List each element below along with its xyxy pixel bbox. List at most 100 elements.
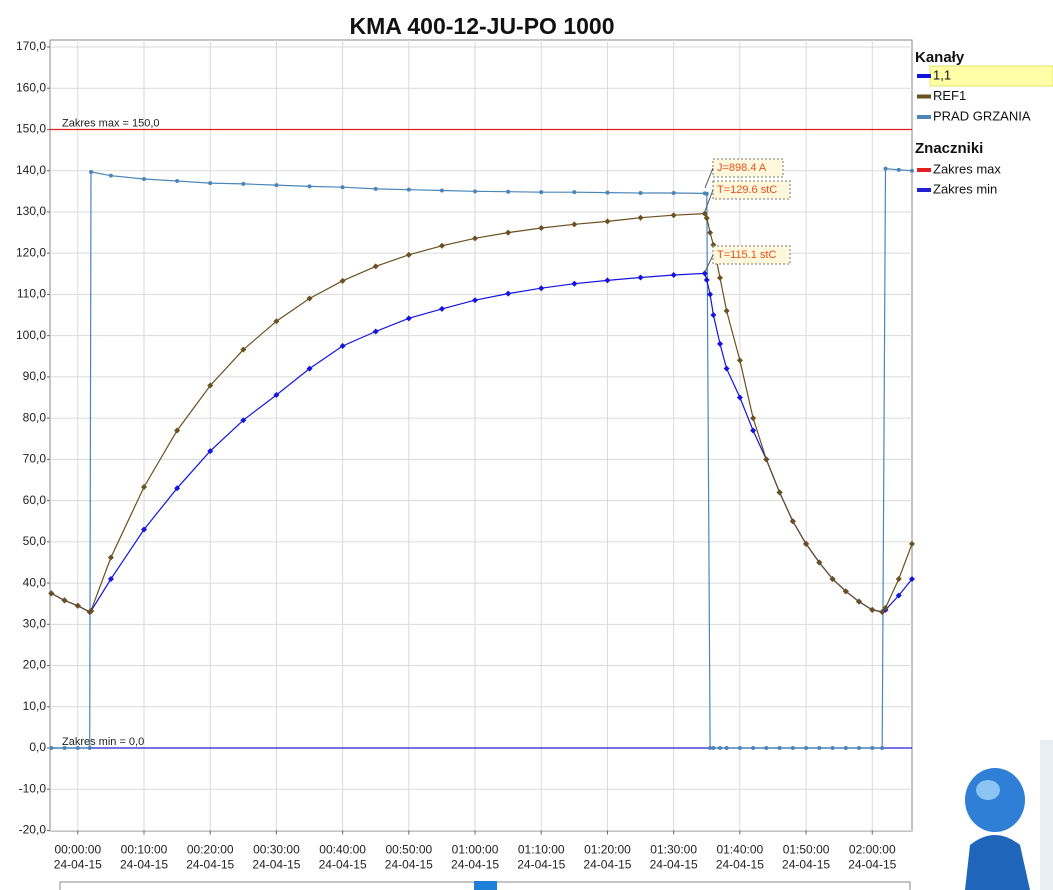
clipart-figure [965,740,1053,890]
x-tick-date: 24-04-15 [319,858,367,872]
data-point [897,168,901,172]
x-tick-date: 24-04-15 [54,858,102,872]
data-point [844,746,848,750]
data-point [884,167,888,171]
data-point [605,191,609,195]
y-tick-label: 100,0 [16,328,46,342]
x-tick-label: 02:00:00 [849,843,896,857]
data-point [880,746,884,750]
data-point [751,746,755,750]
y-tick-label: 160,0 [16,80,46,94]
chart-title: KMA 400-12-JU-PO 1000 [349,13,614,39]
data-point [63,746,67,750]
data-point [109,174,113,178]
data-point [572,190,576,194]
y-tick-label: 10,0 [23,699,47,713]
y-tick-label: 130,0 [16,204,46,218]
data-point [910,169,914,173]
data-point [88,746,92,750]
data-point [791,746,795,750]
y-tick-label: 40,0 [23,575,47,589]
x-tick-label: 00:50:00 [385,843,432,857]
data-point [407,188,411,192]
y-tick-label: 60,0 [23,493,47,507]
data-point [804,746,808,750]
data-point [76,746,80,750]
annotation: J=898.4 A [717,162,767,174]
x-tick-label: 00:20:00 [187,843,234,857]
data-point [473,189,477,193]
y-tick-label: 150,0 [16,122,46,136]
legend-title: Znaczniki [915,140,983,157]
x-tick-date: 24-04-15 [186,858,234,872]
x-tick-date: 24-04-15 [782,858,830,872]
x-tick-label: 01:30:00 [650,843,697,857]
x-tick-date: 24-04-15 [848,858,896,872]
y-tick-label: -20,0 [19,823,47,837]
data-point [539,190,543,194]
data-point [725,746,729,750]
data-point [711,746,715,750]
data-point [672,191,676,195]
x-tick-date: 24-04-15 [120,858,168,872]
x-tick-label: 01:40:00 [717,843,764,857]
scrollbar-thumb[interactable] [474,881,497,890]
data-point [142,177,146,181]
data-point [506,190,510,194]
data-point [241,182,245,186]
legend-label: Zakres min [933,181,997,196]
data-point [705,192,709,196]
x-tick-label: 01:00:00 [452,843,499,857]
y-tick-label: 30,0 [23,616,47,630]
data-point [341,185,345,189]
x-tick-label: 01:20:00 [584,843,631,857]
data-point [738,746,742,750]
legend-title: Kanały [915,49,965,66]
y-tick-label: 140,0 [16,163,46,177]
x-tick-date: 24-04-15 [517,858,565,872]
data-point [208,181,212,185]
legend-label: 1,1 [933,67,951,82]
y-tick-label: 20,0 [23,658,47,672]
annotation: T=115.1 stC [717,249,776,261]
data-point [778,746,782,750]
y-tick-label: 90,0 [23,369,47,383]
data-point [374,187,378,191]
x-tick-date: 24-04-15 [650,858,698,872]
y-tick-label: 70,0 [23,452,47,466]
data-point [639,191,643,195]
annotation: T=129.6 stC [717,184,777,196]
y-tick-label: -10,0 [19,781,47,795]
data-point [817,746,821,750]
reference-label: Zakres min = 0,0 [62,736,144,748]
x-tick-label: 00:00:00 [54,843,101,857]
x-tick-label: 00:10:00 [121,843,168,857]
x-tick-label: 00:30:00 [253,843,300,857]
x-tick-date: 24-04-15 [252,858,300,872]
data-point [175,179,179,183]
y-tick-label: 120,0 [16,245,46,259]
chart: KMA 400-12-JU-PO 1000 170,0 160,0 150,0 140… [0,0,1053,890]
data-point [89,170,93,174]
x-tick-date: 24-04-15 [716,858,764,872]
y-tick-label: 110,0 [17,287,46,301]
data-point [857,746,861,750]
x-tick-date: 24-04-15 [451,858,499,872]
data-point [274,183,278,187]
data-point [440,189,444,193]
data-point [764,746,768,750]
x-tick-date: 24-04-15 [583,858,631,872]
x-tick-label: 01:10:00 [518,843,565,857]
y-tick-label: 0,0 [29,740,46,754]
legend-label: PRAD GRZANIA [933,108,1031,123]
y-tick-label: 80,0 [23,410,47,424]
reference-label: Zakres max = 150,0 [62,117,160,129]
x-tick-label: 01:50:00 [783,843,830,857]
data-point [870,746,874,750]
y-tick-label: 170,0 [16,39,46,53]
data-point [308,184,312,188]
x-tick-date: 24-04-15 [385,858,433,872]
legend-label: Zakres max [933,161,1001,176]
data-point [831,746,835,750]
data-point [49,746,53,750]
